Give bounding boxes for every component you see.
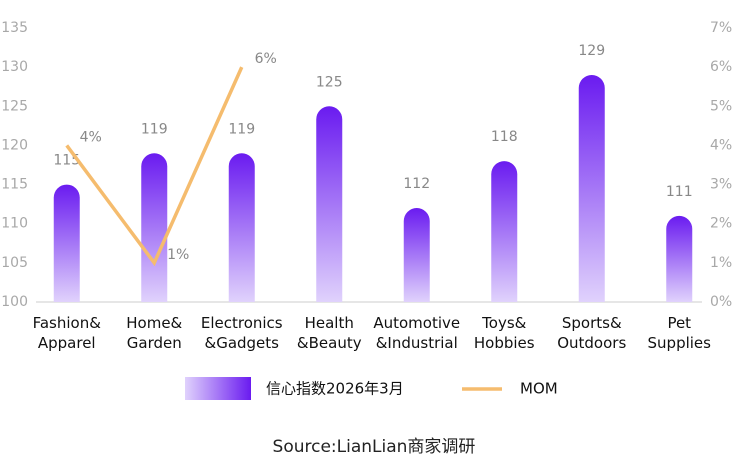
y-tick-label: 120 — [1, 137, 28, 153]
x-tick-label: Automotive &Industrial — [373, 314, 460, 352]
bar — [491, 161, 518, 302]
y-tick-label: 105 — [1, 255, 28, 271]
line-value-label: 4% — [80, 129, 102, 145]
y2-tick-label: 7% — [710, 20, 732, 36]
y-tick-label: 135 — [1, 20, 28, 36]
y-tick-label: 110 — [1, 216, 28, 232]
x-tick-label: Home& Garden — [126, 314, 182, 352]
legend-label: MOM — [520, 380, 558, 398]
bar-value-label: 119 — [141, 121, 168, 137]
bar-value-label: 125 — [316, 74, 343, 90]
bar-value-label: 112 — [403, 176, 430, 192]
x-tick-label: Toys& Hobbies — [474, 314, 535, 352]
bar-value-label: 118 — [491, 129, 518, 145]
y2-tick-label: 2% — [710, 216, 732, 232]
line — [65, 66, 244, 267]
legend-swatch-bar — [185, 377, 251, 400]
x-tick-label: Health &Beauty — [297, 314, 362, 352]
x-tick-label: Fashion& Apparel — [33, 314, 102, 352]
y-tick-label: 130 — [1, 59, 28, 75]
source: Source:LianLian商家调研 — [273, 437, 476, 457]
y2-tick-label: 3% — [710, 177, 732, 193]
y2-tick-label: 4% — [710, 137, 732, 153]
legend-label: 信心指数2026年3月 — [266, 380, 404, 398]
bar — [666, 215, 693, 302]
y2-tick-label: 6% — [710, 59, 732, 75]
y2-tick-label: 0% — [710, 294, 732, 310]
bar — [141, 153, 168, 302]
bar-value-label: 129 — [578, 43, 605, 59]
bar-value-label: 111 — [666, 184, 693, 200]
x-tick-label: Sports& Outdoors — [557, 314, 626, 352]
line-value-label: 1% — [167, 247, 189, 263]
bar — [228, 153, 255, 302]
bar-value-label: 119 — [228, 121, 255, 137]
y2-tick-label: 1% — [710, 255, 732, 271]
bar — [403, 208, 430, 302]
x-tick-label: Pet Supplies — [648, 314, 712, 352]
y-tick-label: 125 — [1, 98, 28, 114]
x-tick-label: Electronics &Gadgets — [201, 314, 283, 352]
y-tick-label: 115 — [1, 177, 28, 193]
bar — [316, 106, 343, 303]
y2-tick-label: 5% — [710, 98, 732, 114]
bar — [53, 184, 80, 302]
y-tick-label: 100 — [1, 294, 28, 310]
line-value-label: 6% — [255, 51, 277, 67]
bar — [578, 74, 605, 302]
